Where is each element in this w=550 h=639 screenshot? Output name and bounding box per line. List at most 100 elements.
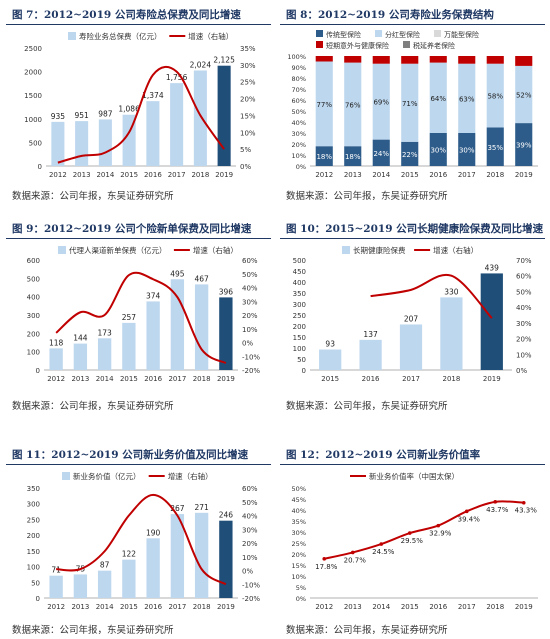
bar-value-label: 951 <box>74 111 89 120</box>
bar <box>75 121 89 166</box>
segment-value-label: 63% <box>459 95 475 103</box>
y2-tick-label: -20% <box>242 367 260 375</box>
y2-tick-label: 20% <box>240 96 256 104</box>
bar-value-label: 246 <box>219 511 234 520</box>
chart-title-bar: 图 12：2012~2019 公司新业务价值率 <box>280 444 545 465</box>
legend-swatch <box>434 30 441 37</box>
y2-tick-label: -10% <box>242 581 260 589</box>
y-tick-label: 45% <box>292 496 306 504</box>
y2-tick-label: 60% <box>516 273 532 281</box>
legend-swatch <box>68 32 76 40</box>
y-tick-label: 250 <box>293 312 306 320</box>
x-tick-label: 2015 <box>120 603 138 611</box>
chart-source: 数据来源：公司年报，东吴证券研究所 <box>12 191 174 202</box>
y-tick-label: 50 <box>297 356 306 364</box>
y-tick-label: 1500 <box>24 92 42 100</box>
line-point <box>464 509 469 514</box>
y-tick-label: 70% <box>292 86 306 94</box>
stacked-bar-segment <box>429 62 447 133</box>
y-tick-label: 300 <box>27 501 40 509</box>
y2-tick-label: 30% <box>242 526 258 534</box>
x-tick-label: 2015 <box>401 171 419 179</box>
y2-tick-label: 60% <box>242 485 258 493</box>
stacked-bar-segment <box>315 56 333 62</box>
bar-value-label: 93 <box>325 340 335 349</box>
y2-tick-label: 20% <box>516 336 532 344</box>
legend-label: 税延养老保险 <box>413 41 455 50</box>
y-tick-label: 10% <box>292 573 306 581</box>
bar-value-label: 190 <box>146 528 161 537</box>
x-tick-label: 2013 <box>344 603 362 611</box>
y2-tick-label: 70% <box>516 257 532 265</box>
x-tick-label: 2016 <box>144 171 162 179</box>
y-tick-label: 0 <box>38 163 42 171</box>
bar-value-label: 267 <box>170 504 185 513</box>
x-tick-label: 2012 <box>315 171 333 179</box>
y-tick-label: 35% <box>292 518 306 526</box>
x-tick-label: 2017 <box>168 603 186 611</box>
y2-tick-label: 30% <box>516 320 532 328</box>
x-tick-label: 2012 <box>49 171 67 179</box>
chart-title: 图 9：2012~2019 公司个险新单保费及同比增速 <box>12 223 252 235</box>
value-rate-line <box>324 500 524 560</box>
stacked-bar-segment <box>515 123 533 166</box>
legend-label: 寿险业务总保费（亿元） <box>79 31 162 41</box>
line-point <box>379 542 384 546</box>
bar-value-label: 935 <box>51 112 66 121</box>
bar <box>319 349 342 370</box>
x-tick-label: 2018 <box>193 375 211 383</box>
chart-title: 图 12：2012~2019 公司新业务价值率 <box>286 449 481 461</box>
chart-title-bar: 图 10：2015~2019 公司长期健康险保费及同比增速 <box>280 218 545 239</box>
bar-value-label: 87 <box>100 561 110 570</box>
x-tick-label: 2018 <box>442 375 460 383</box>
line-point <box>493 500 498 504</box>
x-tick-label: 2017 <box>402 375 420 383</box>
stacked-bar-segment <box>344 56 362 63</box>
stacked-bar-segment <box>515 56 533 66</box>
bar <box>194 284 209 370</box>
bar-value-label: 374 <box>146 291 161 300</box>
y2-tick-label: 0% <box>516 367 527 375</box>
point-value-label: 24.5% <box>372 548 395 556</box>
y-tick-label: 500 <box>293 257 306 265</box>
x-tick-label: 2017 <box>168 375 186 383</box>
x-tick-label: 2013 <box>71 603 89 611</box>
growth-line <box>370 273 493 319</box>
legend-label: 新业务价值（亿元） <box>73 471 141 481</box>
segment-value-label: 52% <box>516 92 532 100</box>
x-tick-label: 2013 <box>71 375 89 383</box>
x-tick-label: 2018 <box>486 603 504 611</box>
bar-value-label: 1,374 <box>142 91 164 100</box>
bar-value-label: 173 <box>97 328 112 337</box>
y2-tick-label: 15% <box>240 112 256 120</box>
y-tick-label: 1000 <box>24 116 42 124</box>
chart-source: 数据来源：公司年报，东吴证券研究所 <box>12 625 174 636</box>
segment-value-label: 77% <box>316 101 332 109</box>
x-tick-label: 2018 <box>486 171 504 179</box>
y-tick-label: 2500 <box>24 45 42 53</box>
bar-value-label: 137 <box>363 330 378 339</box>
legend-label: 增速（右轴） <box>188 31 233 41</box>
bar <box>98 119 112 166</box>
segment-value-label: 58% <box>487 93 503 101</box>
y-tick-label: 100 <box>293 345 306 353</box>
segment-value-label: 24% <box>373 150 389 158</box>
line-point <box>407 531 412 535</box>
y-tick-label: 500 <box>27 275 40 283</box>
y2-tick-label: 20% <box>242 312 258 320</box>
chart-10-plot: 长期健康险保费 增速（右轴） 0 50 100 150 200 250 300 350 400 450… <box>293 245 532 383</box>
bar <box>51 121 65 166</box>
legend-label: 传统型保险 <box>326 30 361 39</box>
y2-tick-label: 10% <box>242 326 258 334</box>
bar <box>122 559 136 598</box>
bar-value-label: 271 <box>194 503 209 512</box>
y2-tick-label: 50% <box>242 499 258 507</box>
bar-value-label: 467 <box>194 274 209 283</box>
y-tick-label: 200 <box>293 323 306 331</box>
x-tick-label: 2015 <box>321 375 339 383</box>
segment-value-label: 69% <box>373 99 389 107</box>
chart-source: 数据来源：公司年报，东吴证券研究所 <box>12 401 174 412</box>
y2-tick-label: 60% <box>242 257 258 265</box>
bar <box>97 570 112 598</box>
x-tick-label: 2014 <box>372 171 390 179</box>
